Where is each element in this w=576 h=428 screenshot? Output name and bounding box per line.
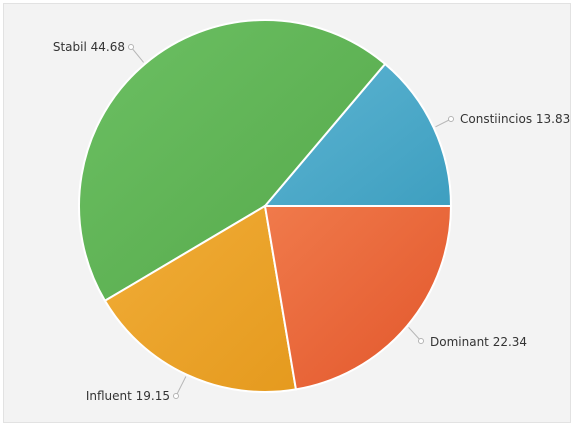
- leader-line-stabil: [130, 46, 145, 63]
- slice-label-influent: Influent 19.15: [86, 389, 170, 403]
- leader-line-influent: [175, 376, 187, 397]
- leader-dot-constiincios: [448, 116, 454, 122]
- leader-dot-dominant: [418, 338, 424, 344]
- leader-dot-stabil: [128, 44, 134, 50]
- slice-label-constiincios: Constiincios 13.83: [460, 112, 570, 126]
- pie-slice-constiincios[interactable]: [262, 62, 453, 207]
- pie-slice-influent[interactable]: [103, 204, 298, 393]
- pie-slice-dominant[interactable]: [263, 205, 453, 391]
- slice-label-stabil: Stabil 44.68: [53, 40, 125, 54]
- slice-label-dominant: Dominant 22.34: [430, 335, 527, 349]
- leader-dot-influent: [173, 393, 179, 399]
- pie-slice-stabil[interactable]: [78, 19, 387, 303]
- leader-line-dominant: [408, 327, 422, 342]
